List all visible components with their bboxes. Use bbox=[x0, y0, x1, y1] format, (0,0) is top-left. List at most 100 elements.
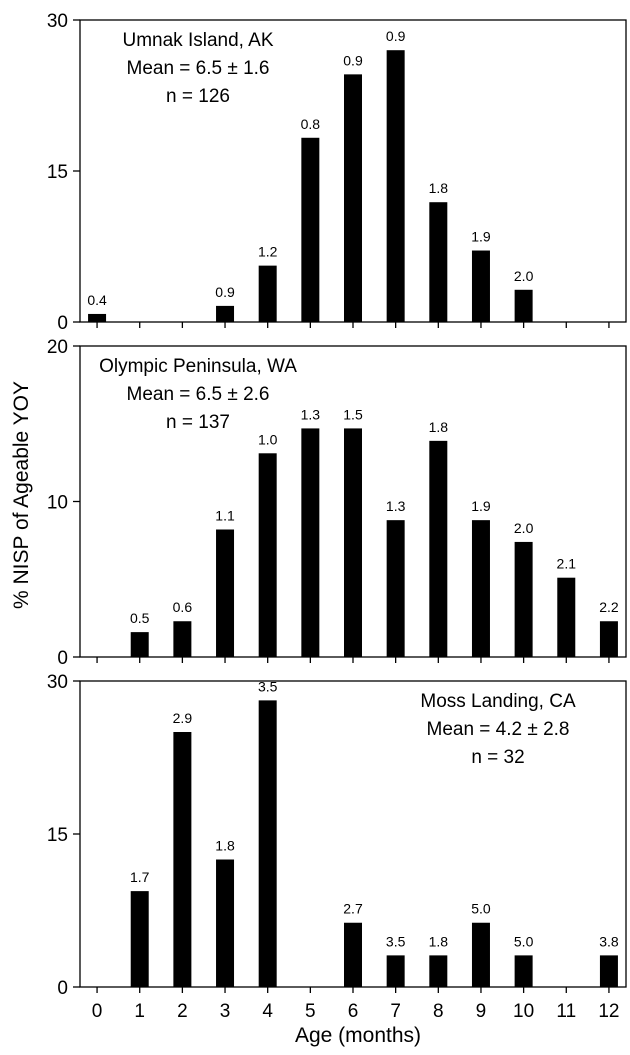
panel-umnak: 0 15 30 0.4 0.9 1.2 0.8 0.9 0.9 1.8 1.9 2.0 Umnak Is… bbox=[47, 11, 627, 334]
bar-data-label: 5.0 bbox=[514, 933, 534, 949]
bar-data-label: 2.7 bbox=[343, 901, 363, 917]
x-tick-label: 3 bbox=[220, 1001, 231, 1022]
bar-data-label: 1.3 bbox=[301, 406, 321, 422]
annotation-line: Olympic Peninsula, WA bbox=[99, 356, 297, 377]
bar bbox=[514, 955, 533, 987]
annotation-line: n = 137 bbox=[166, 412, 230, 433]
bar bbox=[173, 732, 192, 987]
bar-data-label: 2.0 bbox=[514, 268, 534, 284]
bar bbox=[216, 859, 235, 987]
bar-data-label: 1.9 bbox=[471, 498, 491, 514]
x-tick-label: 11 bbox=[556, 1001, 576, 1022]
bar-data-label: 0.8 bbox=[301, 116, 321, 132]
y-tick-label: 10 bbox=[47, 493, 68, 514]
annotation-line: Mean = 6.5 ± 2.6 bbox=[127, 384, 270, 405]
bar-data-label: 1.5 bbox=[343, 406, 363, 422]
bar-data-label: 1.1 bbox=[215, 507, 235, 523]
bar-data-label: 1.8 bbox=[429, 933, 449, 949]
y-tick-label: 30 bbox=[47, 672, 68, 693]
bar-data-label: 2.0 bbox=[514, 520, 534, 536]
bar bbox=[386, 50, 405, 322]
y-tick-label: 0 bbox=[57, 978, 68, 999]
x-tick-label: 1 bbox=[134, 1001, 145, 1022]
bar bbox=[514, 289, 533, 322]
x-tick-label: 6 bbox=[348, 1001, 359, 1022]
bar-data-label: 0.9 bbox=[343, 52, 363, 68]
bar-data-label: 1.7 bbox=[130, 869, 150, 885]
bar bbox=[471, 520, 490, 657]
bar bbox=[344, 428, 362, 657]
y-tick-label: 0 bbox=[57, 648, 68, 669]
bar bbox=[471, 922, 490, 987]
bar-data-label: 5.0 bbox=[471, 901, 491, 917]
bar bbox=[216, 305, 235, 322]
x-tick-label: 0 bbox=[92, 1001, 103, 1022]
annotation-line: Mean = 4.2 ± 2.8 bbox=[427, 719, 570, 740]
bar-data-label: 0.6 bbox=[173, 599, 193, 615]
x-tick-label: 8 bbox=[433, 1001, 444, 1022]
bar-data-label: 2.9 bbox=[173, 710, 193, 726]
y-tick-label: 30 bbox=[47, 11, 68, 32]
bar bbox=[344, 922, 362, 987]
bar bbox=[301, 137, 320, 322]
bar bbox=[258, 453, 277, 657]
bar bbox=[216, 529, 235, 657]
bar bbox=[130, 891, 149, 987]
panel-olympic: 0 10 20 0.5 0.6 1.1 1.0 1.3 1.5 1.3 1.8 1.9 2.0 2.1 2.… bbox=[47, 337, 627, 669]
bar-data-label: 0.5 bbox=[130, 610, 150, 626]
bar-data-label: 3.5 bbox=[258, 678, 278, 694]
x-tick-label: 7 bbox=[390, 1001, 401, 1022]
bar-data-label: 1.8 bbox=[429, 419, 449, 435]
bar bbox=[130, 632, 149, 657]
bar bbox=[386, 520, 405, 657]
annotation-line: Moss Landing, CA bbox=[420, 691, 576, 712]
x-tick-label: 10 bbox=[513, 1001, 534, 1022]
x-tick-label: 12 bbox=[598, 1001, 619, 1022]
bar bbox=[386, 955, 405, 987]
annotation-line: n = 32 bbox=[471, 747, 524, 768]
bar bbox=[88, 313, 107, 322]
bar-data-label: 3.5 bbox=[386, 933, 406, 949]
bar-data-label: 1.3 bbox=[386, 498, 406, 514]
bar bbox=[344, 74, 362, 322]
bar bbox=[599, 955, 618, 987]
annotation-line: Mean = 6.5 ± 1.6 bbox=[127, 58, 270, 79]
y-axis-label: % NISP of Ageable YOY bbox=[10, 381, 33, 609]
annotation-line: Umnak Island, AK bbox=[122, 30, 273, 51]
bar-data-label: 1.9 bbox=[471, 229, 491, 245]
x-axis-label: Age (months) bbox=[295, 1024, 421, 1047]
y-tick-label: 15 bbox=[47, 825, 68, 846]
bar bbox=[258, 265, 277, 322]
annotation-line: n = 126 bbox=[166, 86, 230, 107]
bar-data-label: 1.8 bbox=[429, 180, 449, 196]
bar-data-label: 2.1 bbox=[557, 556, 577, 572]
bar bbox=[557, 577, 576, 657]
bar-data-label: 2.2 bbox=[599, 599, 619, 615]
bar bbox=[599, 621, 618, 657]
bar bbox=[471, 250, 490, 322]
bar bbox=[173, 621, 192, 657]
bar bbox=[429, 440, 448, 657]
x-tick-label: 2 bbox=[177, 1001, 188, 1022]
bar-data-label: 0.9 bbox=[215, 284, 235, 300]
bar bbox=[258, 700, 277, 987]
bar bbox=[301, 428, 320, 657]
bar-data-label: 1.8 bbox=[215, 838, 235, 854]
bar bbox=[514, 541, 533, 657]
y-tick-label: 15 bbox=[47, 162, 68, 183]
bar bbox=[429, 955, 448, 987]
bar-data-label: 0.4 bbox=[87, 292, 107, 308]
bar-data-label: 1.0 bbox=[258, 431, 278, 447]
x-tick-label: 5 bbox=[305, 1001, 316, 1022]
x-tick-label: 9 bbox=[476, 1001, 487, 1022]
bar-data-label: 0.9 bbox=[386, 28, 406, 44]
x-tick-label: 4 bbox=[262, 1001, 273, 1022]
y-tick-label: 0 bbox=[57, 313, 68, 334]
bar-data-label: 1.2 bbox=[258, 244, 278, 260]
bar-data-label: 3.8 bbox=[599, 933, 619, 949]
y-tick-label: 20 bbox=[47, 337, 68, 358]
bar bbox=[429, 202, 448, 322]
